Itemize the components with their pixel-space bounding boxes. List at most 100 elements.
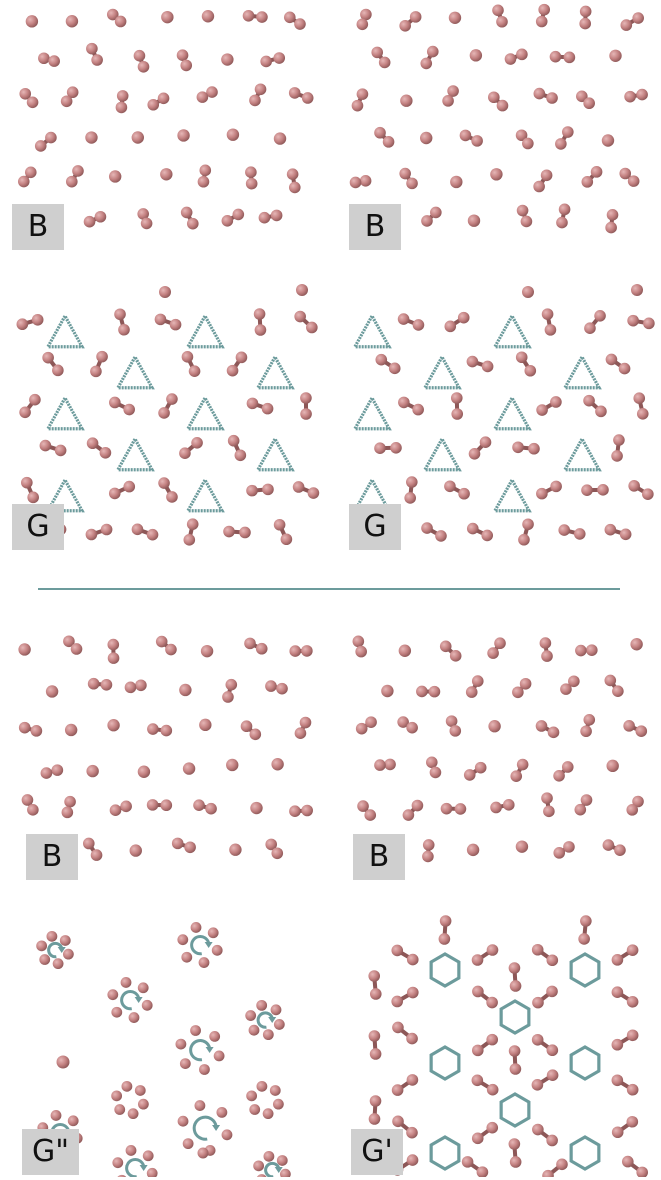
atom xyxy=(451,408,464,420)
atom xyxy=(72,165,84,177)
rotation-arrowhead xyxy=(204,942,213,948)
panel-bottom-right-b: B xyxy=(345,630,655,885)
atom xyxy=(201,10,215,23)
hexagon-marker xyxy=(499,1092,531,1128)
atom xyxy=(108,170,122,183)
atom xyxy=(265,680,277,692)
triangle-layer xyxy=(16,284,320,546)
atom xyxy=(179,683,192,697)
atom-layer xyxy=(349,3,648,234)
atom xyxy=(137,982,149,994)
atom xyxy=(508,1138,521,1150)
atom xyxy=(160,168,173,181)
atom xyxy=(486,1083,499,1096)
atom xyxy=(439,915,452,927)
atom xyxy=(535,15,548,28)
atom xyxy=(186,217,199,230)
atom xyxy=(29,393,41,406)
atom xyxy=(481,529,494,542)
atom xyxy=(643,317,655,330)
atom xyxy=(307,487,320,499)
atom xyxy=(200,644,214,658)
rotation-arrowhead xyxy=(139,1165,148,1171)
atom xyxy=(488,720,501,733)
atom xyxy=(188,365,201,377)
atom xyxy=(391,995,403,1008)
atom xyxy=(234,449,247,462)
atom xyxy=(407,986,419,999)
atom xyxy=(609,49,622,62)
atom xyxy=(232,208,245,221)
atom xyxy=(199,1064,210,1075)
atom xyxy=(550,396,562,408)
atom xyxy=(619,167,632,180)
atom xyxy=(406,953,419,966)
atom xyxy=(626,804,639,816)
atom xyxy=(242,9,255,22)
atom xyxy=(65,15,79,28)
atom xyxy=(502,799,515,811)
atom xyxy=(48,55,60,67)
atom xyxy=(253,308,266,320)
atom xyxy=(296,284,308,296)
atom xyxy=(158,477,170,489)
rotation-arrow xyxy=(192,1115,218,1141)
atom xyxy=(428,685,441,698)
atom xyxy=(509,980,522,992)
atom xyxy=(459,129,472,142)
atom xyxy=(490,168,503,181)
atom xyxy=(605,221,617,234)
atom xyxy=(66,86,79,99)
atom xyxy=(70,643,83,655)
atom xyxy=(630,638,643,651)
atom xyxy=(244,637,256,650)
triangle-layer xyxy=(352,284,655,546)
atom xyxy=(99,446,112,459)
atom xyxy=(412,319,425,331)
atom xyxy=(256,11,268,23)
atom xyxy=(190,1025,201,1036)
triangle-marker xyxy=(115,353,155,390)
atom xyxy=(117,1174,127,1177)
atom xyxy=(169,318,182,331)
atom xyxy=(272,1098,284,1110)
atom xyxy=(471,675,484,687)
atom xyxy=(240,720,253,733)
triangle-marker xyxy=(562,435,602,472)
atom xyxy=(246,397,259,410)
atom xyxy=(578,933,590,945)
atom xyxy=(253,1160,265,1172)
atom xyxy=(546,92,558,104)
atom xyxy=(604,523,617,536)
atom xyxy=(541,792,553,804)
atom xyxy=(196,91,209,103)
atom xyxy=(213,1050,225,1062)
atom xyxy=(137,208,149,220)
atom xyxy=(191,436,203,449)
atom xyxy=(368,970,381,982)
atom xyxy=(457,311,470,324)
atom xyxy=(465,686,478,698)
panel-top-left-g: G xyxy=(10,280,320,550)
atom xyxy=(125,1145,137,1156)
atom-layer xyxy=(17,8,314,230)
atom xyxy=(604,674,617,687)
atom xyxy=(82,837,95,850)
atom xyxy=(356,18,369,31)
triangle-marker xyxy=(45,476,85,513)
atom xyxy=(516,204,529,217)
triangle-marker xyxy=(185,312,225,349)
atom xyxy=(87,677,100,690)
rotation-arrow xyxy=(190,934,211,956)
atom xyxy=(182,762,196,775)
atom xyxy=(109,804,122,817)
atom xyxy=(626,1029,639,1042)
triangle-marker xyxy=(255,435,295,472)
triangle-marker xyxy=(562,353,602,390)
triangle-marker xyxy=(45,394,85,431)
atom xyxy=(106,8,119,21)
atom xyxy=(226,128,240,141)
atom xyxy=(256,1080,268,1092)
panel-bottom-left-g2: G" xyxy=(10,915,320,1177)
atom xyxy=(490,801,502,814)
